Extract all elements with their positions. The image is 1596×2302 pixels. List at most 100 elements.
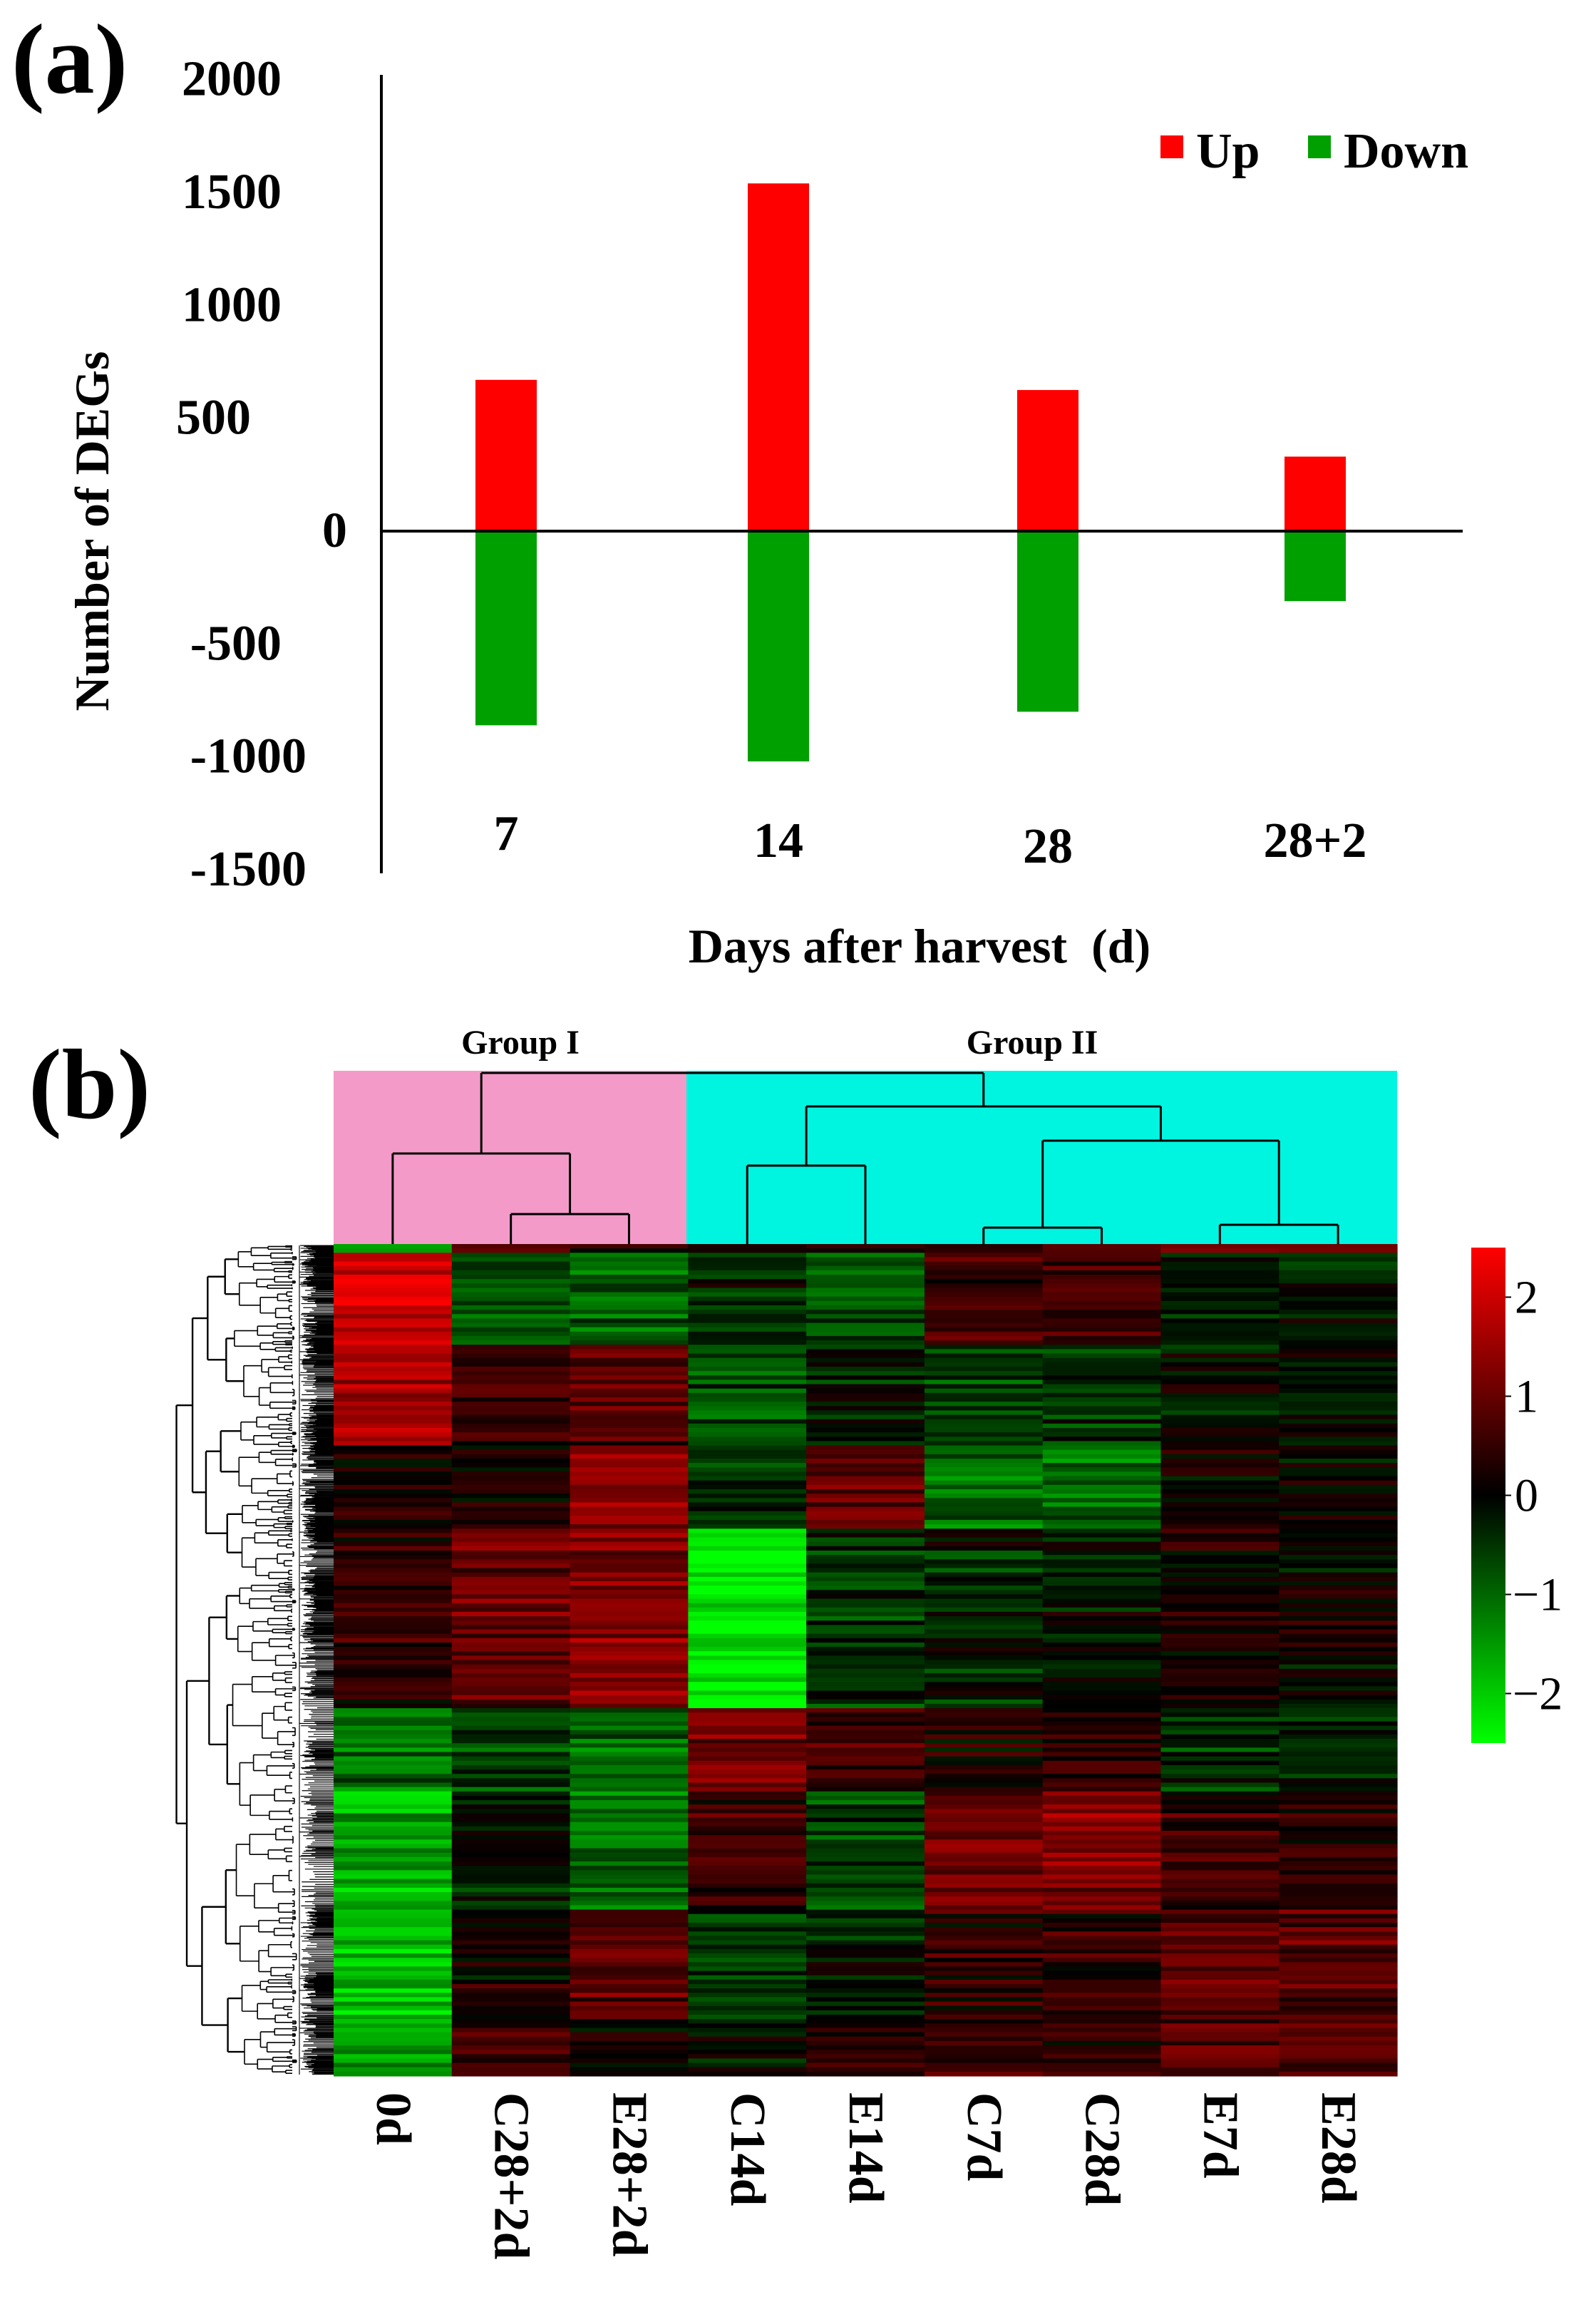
heatmap-cell <box>1160 1874 1280 1880</box>
heatmap-cell <box>806 1366 925 1372</box>
heatmap-cell <box>1279 1835 1398 1840</box>
heatmap-cell <box>570 1817 689 1823</box>
heatmap-cell <box>451 1305 571 1310</box>
heatmap-cell <box>1160 1494 1280 1499</box>
heatmap-cell <box>806 1686 925 1692</box>
heatmap-cell <box>688 1826 807 1831</box>
heatmap-cell <box>688 1686 807 1692</box>
heatmap-cell <box>806 1463 925 1468</box>
heatmap-cell <box>334 1598 453 1604</box>
heatmap-cell <box>1042 1979 1162 1985</box>
heatmap-cell <box>806 1620 925 1625</box>
heatmap-cell <box>451 1918 571 1923</box>
heatmap-cell <box>1160 1923 1280 1928</box>
heatmap-cell <box>688 1598 807 1604</box>
heatmap-cell <box>570 1357 689 1363</box>
heatmap-cell <box>806 1835 925 1840</box>
heatmap-cell <box>688 1725 807 1731</box>
heatmap-cell <box>1160 1712 1280 1717</box>
heatmap-cell <box>1279 1725 1398 1731</box>
heatmap-cell <box>1160 1598 1280 1604</box>
heatmap-cell <box>451 1506 571 1512</box>
heatmap-cell <box>334 1519 453 1525</box>
heatmap-cell <box>1042 2067 1162 2072</box>
heatmap-cell <box>451 1844 571 1849</box>
heatmap-cell <box>688 1432 807 1437</box>
heatmap-cell <box>1042 1892 1162 1897</box>
heatmap-cell <box>1160 1318 1280 1324</box>
heatmap-cell <box>334 1388 453 1394</box>
column-label: C7d <box>957 2092 1011 2182</box>
heatmap-cell <box>924 1375 1044 1381</box>
heatmap-cell <box>688 1887 807 1893</box>
heatmap-cell <box>570 2005 689 2011</box>
heatmap-cell <box>1160 1725 1280 1731</box>
heatmap-cell <box>806 1778 925 1784</box>
heatmap-cell <box>688 1314 807 1320</box>
heatmap-cell <box>1042 1791 1162 1797</box>
heatmap-cell <box>1042 2028 1162 2033</box>
colorbar <box>1471 1248 1505 1743</box>
heatmap-cell <box>924 1586 1044 1591</box>
heatmap-cell <box>806 1519 925 1525</box>
heatmap-cell <box>451 2023 571 2029</box>
panel-b-label: (b) <box>29 1029 150 1140</box>
heatmap-cell <box>806 2036 925 2042</box>
heatmap-cell <box>924 1795 1044 1801</box>
heatmap-cell <box>1279 1314 1398 1320</box>
heatmap-cell <box>688 1861 807 1866</box>
heatmap-cell <box>334 1563 453 1569</box>
heatmap-cell <box>451 1874 571 1880</box>
heatmap-cell <box>1042 1546 1162 1551</box>
heatmap-cell <box>924 1756 1044 1762</box>
heatmap-cells <box>334 1244 1398 2077</box>
heatmap-cell <box>451 1528 571 1533</box>
heatmap-cell <box>1042 1936 1162 1941</box>
heatmap-cell <box>1160 1962 1280 1968</box>
heatmap-cell <box>334 1379 453 1385</box>
heatmap-cell <box>1160 1791 1280 1797</box>
heatmap-cell <box>806 1826 925 1831</box>
heatmap-cell <box>688 1265 807 1271</box>
y-tick-label: 2000 <box>182 52 282 107</box>
heatmap-cell <box>688 1244 807 1249</box>
heatmap-cell <box>806 1541 925 1547</box>
heatmap-cell <box>1160 1616 1280 1621</box>
heatmap-cell <box>451 1905 571 1911</box>
heatmap-cell <box>570 1476 689 1481</box>
heatmap-cell <box>334 1248 453 1253</box>
heatmap-cell <box>806 1896 925 1901</box>
heatmap-cell <box>806 1546 925 1551</box>
heatmap-cell <box>334 2036 453 2042</box>
heatmap-cell <box>334 1345 453 1350</box>
heatmap-cell <box>1042 2054 1162 2060</box>
heatmap-cell <box>451 1809 571 1814</box>
heatmap-cell <box>688 1883 807 1889</box>
heatmap-cell <box>1279 1905 1398 1911</box>
heatmap-cell <box>806 1625 925 1630</box>
heatmap-cell <box>806 1437 925 1442</box>
heatmap-cell <box>334 1410 453 1416</box>
heatmap-cell <box>688 1371 807 1376</box>
heatmap-cell <box>688 1774 807 1779</box>
heatmap-cell <box>1279 2062 1398 2068</box>
heatmap-cell <box>1279 1774 1398 1779</box>
heatmap-cell <box>806 1292 925 1298</box>
heatmap-cell <box>451 1883 571 1889</box>
heatmap-cell <box>688 2040 807 2046</box>
heatmap-cell <box>570 1717 689 1722</box>
heatmap-cell <box>1279 1655 1398 1661</box>
heatmap-cell <box>1279 2036 1398 2042</box>
heatmap-cell <box>924 1874 1044 1880</box>
heatmap-cell <box>806 1633 925 1639</box>
heatmap-cell <box>451 1717 571 1722</box>
heatmap-cell <box>688 1831 807 1836</box>
heatmap-cell <box>688 1620 807 1625</box>
heatmap-cell <box>334 2040 453 2046</box>
heatmap-cell <box>334 1349 453 1355</box>
heatmap-cell <box>1042 1787 1162 1792</box>
heatmap-cell <box>924 1664 1044 1670</box>
heatmap-cell <box>806 1892 925 1897</box>
heatmap-cell <box>334 1300 453 1306</box>
heatmap-cell <box>570 1909 689 1915</box>
